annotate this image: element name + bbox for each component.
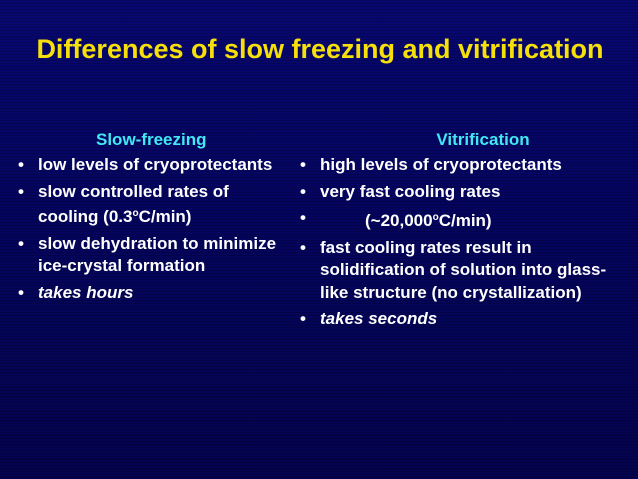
slow-freezing-heading: Slow-freezing	[96, 130, 207, 149]
degree-superscript: o	[132, 208, 139, 219]
bullet-marker: •	[18, 155, 24, 174]
bullet-marker: •	[300, 309, 306, 328]
vitrification-heading: Vitrification	[436, 130, 530, 149]
bullet-marker: •	[18, 233, 24, 253]
bullet-marker: •	[18, 282, 24, 302]
bullet-item: • slow dehydration to minimize ice-cryst…	[18, 233, 288, 278]
bullet-text: takes seconds	[320, 309, 438, 328]
bullet-text-pre: (~20,000	[365, 211, 433, 230]
bullet-text: high levels of cryoprotectants	[320, 155, 562, 174]
bullet-item: • low levels of cryoprotectants	[18, 154, 288, 177]
bullet-item: • very fast cooling rates	[300, 181, 618, 204]
slow-freezing-column: Slow-freezing • low levels of cryoprotec…	[18, 128, 288, 308]
slow-freezing-list: • low levels of cryoprotectants • slow c…	[18, 154, 288, 305]
bullet-item: • high levels of cryoprotectants	[300, 154, 618, 177]
bullet-text: slow controlled rates of cooling (0.3oC/…	[38, 181, 288, 229]
bullet-item: • takes seconds	[300, 308, 618, 331]
bullet-text-post: C/min)	[138, 207, 192, 226]
bullet-text: takes hours	[38, 282, 134, 302]
bullet-item: • takes hours	[18, 282, 288, 305]
vitrification-list: • high levels of cryoprotectants • very …	[300, 154, 618, 331]
vitrification-column: Vitrification • high levels of cryoprote…	[300, 128, 618, 335]
bullet-item: • (~20,000oC/min)	[300, 207, 618, 233]
bullet-text-post: C/min)	[438, 211, 492, 230]
bullet-marker: •	[18, 181, 24, 201]
bullet-text: (~20,000oC/min)	[320, 207, 618, 233]
bullet-text: very fast cooling rates	[320, 181, 501, 201]
bullet-marker: •	[300, 155, 306, 174]
bullet-text: fast cooling rates result in solidificat…	[320, 237, 607, 302]
slide-title: Differences of slow freezing and vitrifi…	[36, 34, 604, 64]
bullet-marker: •	[300, 237, 306, 257]
bullet-text: slow dehydration to minimize ice-crystal…	[38, 233, 277, 276]
bullet-item: • slow controlled rates of cooling (0.3o…	[18, 181, 288, 229]
bullet-marker: •	[300, 208, 306, 227]
bullet-item: • fast cooling rates result in solidific…	[300, 237, 618, 305]
degree-superscript: o	[432, 212, 439, 223]
bullet-marker: •	[300, 181, 306, 201]
bullet-text: low levels of cryoprotectants	[38, 155, 273, 174]
bullet-text-pre: slow controlled rates of cooling (0.3	[38, 181, 229, 227]
